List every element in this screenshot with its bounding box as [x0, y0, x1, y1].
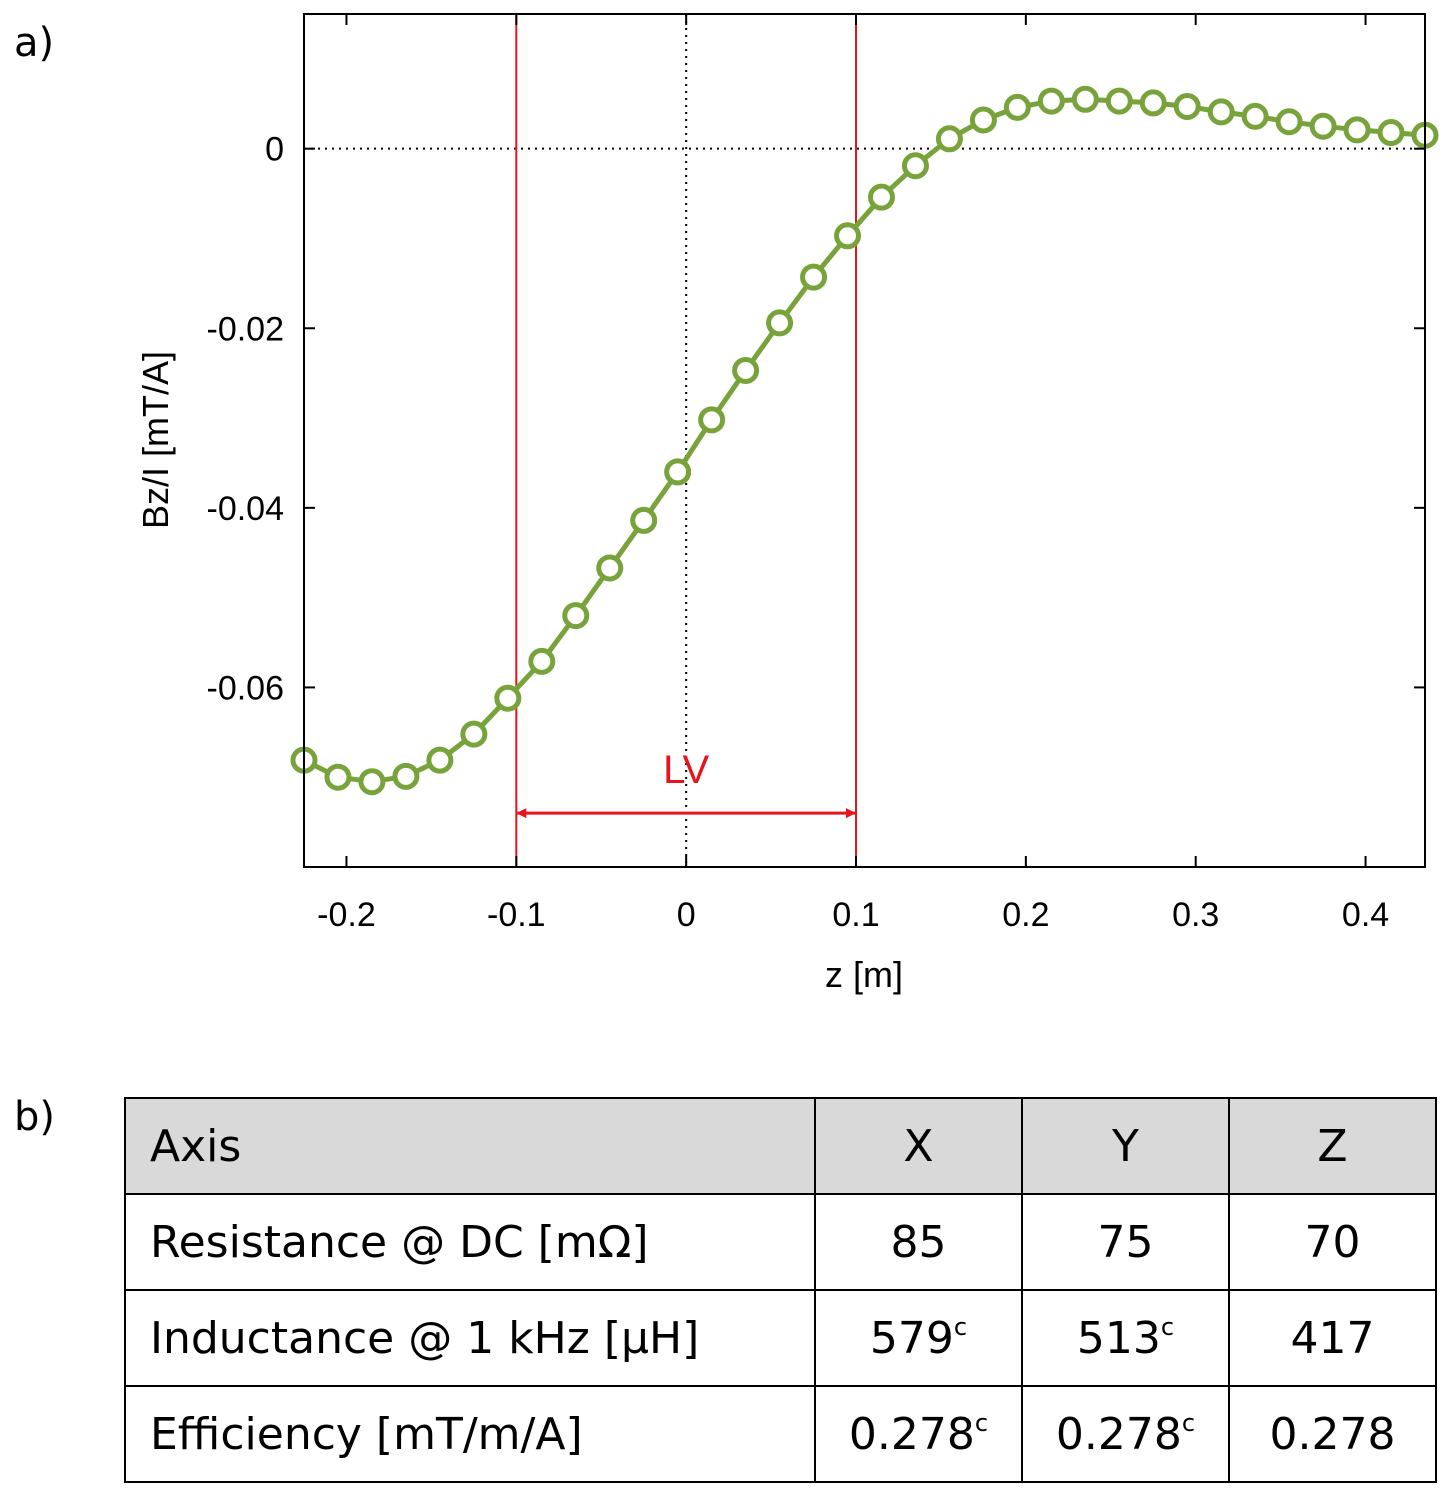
data-point [834, 222, 862, 250]
x-axis-title: z [m] [825, 954, 903, 995]
data-point [698, 406, 726, 434]
table-row-efficiency: Efficiency [mT/m/A] 0.278c 0.278c 0.278 [124, 1385, 1437, 1483]
x-tick-label: 0.3 [1172, 896, 1219, 934]
data-point [664, 458, 692, 486]
data-point [358, 768, 386, 796]
cell-value: 85 [890, 1216, 947, 1268]
cell-x: 85 [814, 1193, 1023, 1291]
header-x: X [814, 1097, 1023, 1195]
data-point [969, 106, 997, 134]
data-point [1173, 92, 1201, 120]
cell-value: 417 [1290, 1312, 1375, 1364]
data-point [1105, 87, 1133, 115]
y-axis-title: Bz/I [mT/A] [135, 351, 176, 529]
cell-value: 70 [1304, 1216, 1361, 1268]
cell-y: 513c [1021, 1289, 1230, 1387]
cell-x: 0.278c [814, 1385, 1023, 1483]
row-label: Inductance @ 1 kHz [µH] [124, 1289, 816, 1387]
data-point [630, 506, 658, 534]
data-point [800, 263, 828, 291]
plot-frame [303, 13, 1426, 868]
row-label: Efficiency [mT/m/A] [124, 1385, 816, 1483]
x-tick-label: 0.4 [1342, 896, 1389, 934]
data-point [1003, 93, 1031, 121]
data-point [1241, 102, 1269, 130]
cell-value: 579 [869, 1312, 954, 1364]
row-label: Resistance @ DC [mΩ] [124, 1193, 816, 1291]
data-point [766, 309, 794, 337]
x-tick-label: 0.1 [832, 896, 879, 934]
cell-value: 513 [1076, 1312, 1161, 1364]
coil-properties-table: Axis X Y Z Resistance @ DC [mΩ] 85 75 70… [124, 1097, 1437, 1483]
table-header-row: Axis X Y Z [124, 1097, 1437, 1195]
cell-value: 0.278 [1269, 1408, 1396, 1460]
data-point [494, 684, 522, 712]
footnote-mark: c [974, 1408, 989, 1437]
x-tick-label: 0.2 [1002, 896, 1049, 934]
header-z: Z [1228, 1097, 1437, 1195]
cell-x: 579c [814, 1289, 1023, 1387]
panel-label-b: b) [14, 1094, 55, 1140]
table-row-inductance: Inductance @ 1 kHz [µH] 579c 513c 417 [124, 1289, 1437, 1387]
cell-y: 75 [1021, 1193, 1230, 1291]
header-axis: Axis [124, 1097, 816, 1195]
footnote-mark: c [1181, 1408, 1196, 1437]
panel-label-a: a) [14, 20, 55, 66]
bz-line-chart: -0.2 -0.1 0 0.1 0.2 0.3 0.4 -0.06 -0.04 -0.02 0 LV… [135, 13, 1439, 995]
data-point [867, 183, 895, 211]
data-point [732, 356, 760, 384]
cell-z: 0.278 [1228, 1385, 1437, 1483]
data-point [1139, 89, 1167, 117]
footnote-mark: c [1160, 1312, 1175, 1341]
data-point [1275, 108, 1303, 136]
cell-value: 0.278 [1055, 1408, 1182, 1460]
x-tick-label: 0 [677, 896, 696, 934]
cell-y: 0.278c [1021, 1385, 1230, 1483]
data-point [901, 152, 929, 180]
y-tick-label: -0.04 [207, 490, 285, 528]
data-point [1343, 116, 1371, 144]
data-point [1037, 87, 1065, 115]
data-point [528, 647, 556, 675]
cell-value: 0.278 [848, 1408, 975, 1460]
series-line-0 [302, 96, 1426, 785]
data-point [1207, 98, 1235, 126]
data-point [460, 720, 488, 748]
data-point [324, 763, 352, 791]
data-point [1377, 119, 1405, 147]
data-point [426, 746, 454, 774]
lv-label: LV [663, 748, 709, 792]
data-point [1071, 85, 1099, 113]
cell-z: 417 [1228, 1289, 1437, 1387]
x-tick-label: -0.2 [317, 896, 376, 934]
cell-value: 75 [1097, 1216, 1154, 1268]
y-tick-label: -0.06 [207, 669, 285, 707]
data-point [562, 602, 590, 630]
footnote-mark: c [953, 1312, 968, 1341]
table-row-resistance: Resistance @ DC [mΩ] 85 75 70 [124, 1193, 1437, 1291]
data-point [935, 125, 963, 153]
data-point [596, 554, 624, 582]
y-tick-label: -0.02 [207, 310, 285, 348]
data-point [392, 762, 420, 790]
header-y: Y [1021, 1097, 1230, 1195]
cell-z: 70 [1228, 1193, 1437, 1291]
data-point [1309, 112, 1337, 140]
x-tick-label: -0.1 [487, 896, 546, 934]
y-tick-label: 0 [265, 131, 284, 169]
